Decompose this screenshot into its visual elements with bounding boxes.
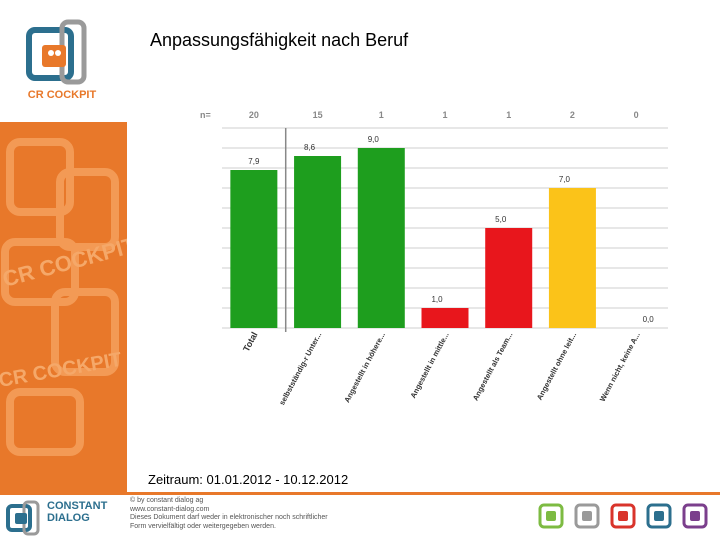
x-tick-label: selbstständig-r Unter...	[277, 331, 323, 407]
data-label: 7,0	[559, 175, 571, 184]
footer-divider	[0, 492, 720, 495]
footer-note-line: Dieses Dokument darf weder in elektronis…	[130, 514, 328, 521]
footer-brand: CONSTANT DIALOG	[47, 500, 127, 524]
pattern-shape	[51, 288, 119, 376]
data-label: 9,0	[368, 135, 380, 144]
n-value-label: 0	[634, 110, 639, 120]
logo-frame-shape	[26, 27, 74, 81]
x-tick-label: Angestellt ohne leit...	[535, 331, 578, 402]
period-label: Zeitraum: 01.01.2012 - 10.12.2012	[148, 472, 349, 487]
data-label: 5,0	[495, 215, 507, 224]
x-tick-label: Angestellt als Team...	[471, 331, 515, 402]
footer-note-line: Form vervielfältigt oder weitergegeben w…	[130, 522, 276, 530]
data-label: 1,0	[431, 295, 443, 304]
product-logo-icon	[610, 503, 636, 529]
n-value-label: 1	[442, 110, 447, 120]
n-value-label: 1	[379, 110, 384, 120]
n-label: n=	[200, 110, 211, 120]
data-label: 7,9	[248, 157, 260, 166]
product-logo-icon	[682, 503, 708, 529]
n-value-label: 1	[506, 110, 511, 120]
product-logo-center	[546, 511, 556, 521]
logo-frame-shape	[6, 504, 32, 532]
product-logo-icon	[538, 503, 564, 529]
logo-person-shape	[55, 50, 61, 56]
bar	[230, 170, 278, 328]
x-tick-label: Angestellt in mittle...	[408, 331, 450, 400]
product-logo-icon	[646, 503, 672, 529]
bar	[548, 188, 596, 328]
product-logo-center	[654, 511, 664, 521]
pattern-shape	[6, 388, 84, 456]
footer-brand-line: DIALOG	[47, 512, 90, 524]
footer	[0, 495, 720, 540]
product-logo-center	[582, 511, 592, 521]
bar	[421, 308, 469, 328]
logo-center-square	[15, 513, 27, 524]
x-tick-label: Wenn nicht, keine A...	[598, 331, 642, 403]
bar	[357, 148, 405, 328]
n-value-label: 2	[570, 110, 575, 120]
n-value-label: 15	[313, 110, 323, 120]
bar	[485, 228, 533, 328]
sidebar: CR COCKPIT CR COCKPIT CR COCKPIT	[0, 0, 127, 495]
logo-center-square	[42, 45, 66, 67]
footer-note-line: www.constant-dialog.com	[130, 505, 210, 513]
x-tick-label: Angestellt in höhere...	[342, 331, 387, 404]
product-logo-center	[618, 511, 628, 521]
page-title: Anpassungsfähigkeit nach Beruf	[150, 30, 409, 50]
sidebar-decoration: CR COCKPIT CR COCKPIT	[0, 122, 127, 495]
product-logo-center	[690, 511, 700, 521]
footer-note-line: © by constant dialog ag	[130, 497, 204, 504]
pattern-shape	[1, 238, 79, 306]
footer-brand-line: CONSTANT	[47, 500, 108, 512]
cr-cockpit-logo: CR COCKPIT	[26, 19, 97, 101]
product-logo-icon	[574, 503, 600, 529]
product-logos	[538, 503, 708, 529]
logo-caption: CR COCKPIT	[28, 89, 97, 101]
logo-person-shape	[48, 50, 54, 56]
footer-note: © by constant dialog ag www.constant-dia…	[130, 497, 430, 531]
pattern-shape	[56, 168, 119, 251]
n-value-label: 20	[249, 110, 259, 120]
x-tick-label: Total	[241, 330, 260, 353]
sidebar-pattern: CR COCKPIT CR COCKPIT	[0, 138, 127, 456]
data-label: 0,0	[643, 315, 655, 324]
constant-dialog-logo-icon	[6, 500, 40, 536]
bar	[294, 156, 342, 328]
sidebar-logo-area: CR COCKPIT	[0, 0, 127, 122]
pattern-shape	[6, 138, 74, 216]
data-label: 8,6	[304, 143, 316, 152]
